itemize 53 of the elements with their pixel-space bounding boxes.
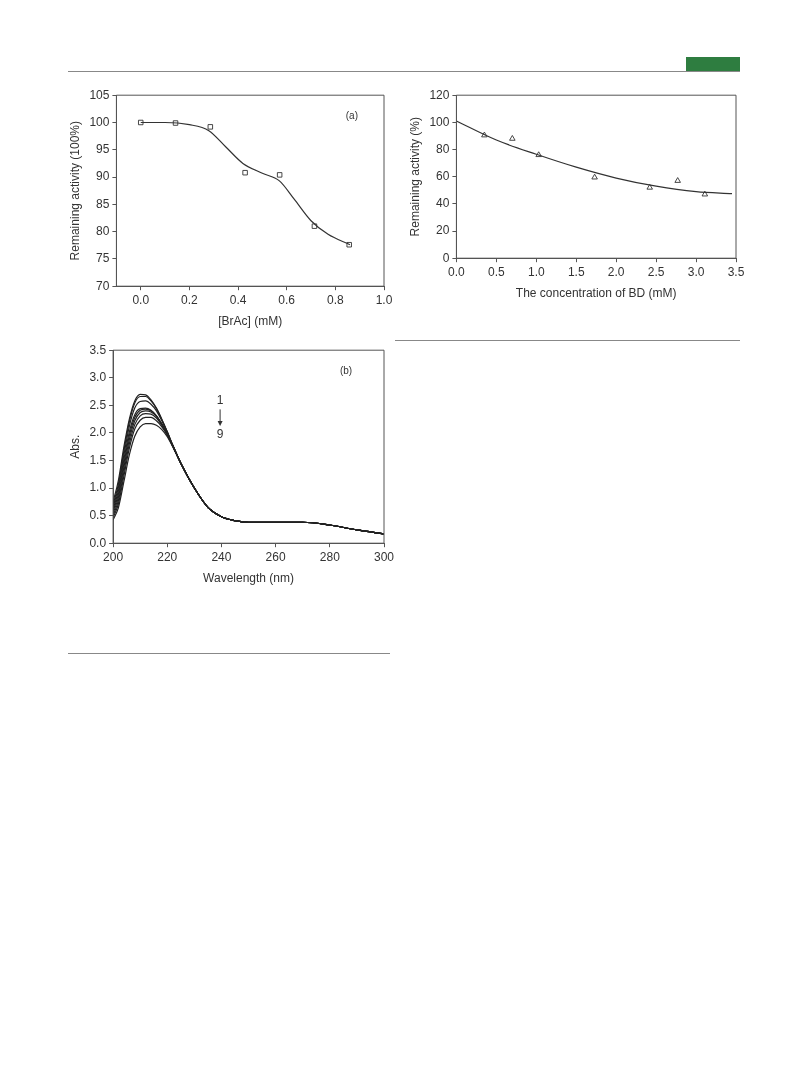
x-tick-label: 300 xyxy=(373,549,395,564)
y-tick-label: 80 xyxy=(96,223,110,238)
annotation: (a) xyxy=(345,109,359,121)
x-tick-label: 2.0 xyxy=(607,264,625,279)
y-tick-label: 0 xyxy=(442,250,450,265)
y-tick-label: 2.5 xyxy=(89,397,107,412)
y-tick-label: 100 xyxy=(89,114,110,129)
x-tick-label: 0.0 xyxy=(448,264,466,279)
x-axis-title: Wavelength (nm) xyxy=(203,571,294,586)
y-tick-label: 1.0 xyxy=(89,480,107,495)
y-tick-label: 120 xyxy=(429,87,450,102)
annotation: 1 xyxy=(216,392,224,407)
y-axis-title: Remaining activity (100%) xyxy=(67,121,82,261)
y-tick-label: 90 xyxy=(96,169,110,184)
annotation: (b) xyxy=(339,365,353,377)
x-tick-label: 240 xyxy=(211,549,232,564)
x-tick-label: 280 xyxy=(319,549,341,564)
x-tick-label: 0.6 xyxy=(278,292,296,307)
x-tick-label: 0.5 xyxy=(488,264,506,279)
y-tick-label: 70 xyxy=(96,278,110,293)
x-tick-label: 3.5 xyxy=(727,264,745,279)
x-tick-label: 1.0 xyxy=(527,264,545,279)
y-axis-title: Abs. xyxy=(67,434,82,459)
x-tick-label: 1.5 xyxy=(567,264,585,279)
annotation: 9 xyxy=(216,427,224,442)
x-tick-label: 220 xyxy=(157,549,178,564)
x-tick-label: 2.5 xyxy=(647,264,665,279)
y-axis-title: Remaining activity (%) xyxy=(407,117,422,237)
y-tick-label: 0.0 xyxy=(89,535,107,550)
y-tick-label: 60 xyxy=(436,169,450,184)
x-tick-label: 0.0 xyxy=(132,292,150,307)
y-tick-label: 85 xyxy=(96,196,110,211)
y-tick-label: 1.5 xyxy=(89,452,107,467)
y-tick-label: 105 xyxy=(89,87,110,102)
x-tick-label: 0.8 xyxy=(327,292,345,307)
y-tick-label: 80 xyxy=(436,141,450,156)
x-tick-label: 0.4 xyxy=(229,292,247,307)
y-tick-label: 40 xyxy=(436,196,450,211)
x-axis-title: [BrAc] (mM) xyxy=(218,314,283,329)
x-tick-label: 200 xyxy=(103,549,124,564)
y-tick-label: 3.5 xyxy=(89,342,107,357)
x-tick-label: 3.0 xyxy=(687,264,705,279)
y-tick-label: 100 xyxy=(429,114,450,129)
y-tick-label: 75 xyxy=(96,251,110,266)
y-tick-label: 20 xyxy=(436,223,450,238)
y-tick-label: 0.5 xyxy=(89,507,107,522)
x-tick-label: 1.0 xyxy=(375,292,393,307)
y-tick-label: 2.0 xyxy=(89,425,107,440)
x-axis-title: The concentration of BD (mM) xyxy=(515,286,677,301)
x-tick-label: 0.2 xyxy=(181,292,199,307)
x-tick-label: 260 xyxy=(265,549,286,564)
y-tick-label: 3.0 xyxy=(89,370,107,385)
y-tick-label: 95 xyxy=(96,142,110,157)
